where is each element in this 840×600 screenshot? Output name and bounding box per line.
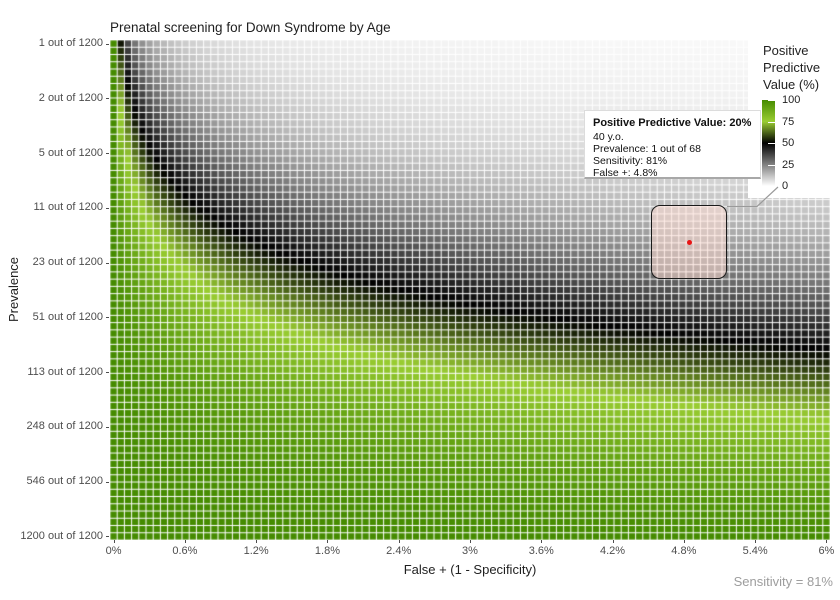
x-tick-mark [683,540,685,543]
x-tick-mark [826,540,828,543]
chart-title: Prenatal screening for Down Syndrome by … [110,20,391,35]
x-tick-mark [755,540,757,543]
x-axis-title: False + (1 - Specificity) [403,562,537,577]
legend-title: Positive Predictive Value (%) [763,42,820,93]
x-tick-label: 1.8% [314,545,340,557]
y-tick-label: 248 out of 1200 [26,420,103,433]
x-tick-label: 6% [818,545,835,557]
hover-tooltip: Positive Predictive Value: 20% 40 y.o. P… [584,110,761,179]
legend-bar-tick-mark [768,143,775,144]
sensitivity-caption: Sensitivity = 81% [733,574,833,589]
y-tick-label: 1 out of 1200 [38,37,103,50]
x-tick-mark [327,540,329,543]
y-tick-label: 51 out of 1200 [32,310,103,323]
x-tick-mark [398,540,400,543]
legend-title-line: Positive [763,43,809,58]
x-tick-label: 2.4% [386,545,412,557]
x-tick-mark [113,540,115,543]
y-tick-label: 546 out of 1200 [26,475,103,488]
x-tick-label: 3% [462,545,478,557]
y-tick-mark [106,372,109,374]
legend-title-line: Predictive [763,60,821,75]
y-tick-mark [106,536,109,538]
legend-bar-tick-mark [768,100,775,101]
x-tick-label: 4.8% [671,545,697,557]
y-tick-label: 11 out of 1200 [33,201,103,214]
x-tick-mark [184,540,186,543]
tooltip-title: Positive Predictive Value: 20% [593,117,752,129]
legend-tick-label: 25 [782,158,795,171]
y-tick-label: 23 out of 1200 [32,256,103,269]
x-tick-label: 5.4% [742,545,768,557]
x-tick-label: 3.6% [528,545,554,557]
x-tick-mark [470,540,471,543]
tooltip-age: 40 y.o. [593,131,624,143]
legend-tick-label: 0 [782,180,789,192]
x-tick-label: 1.2% [243,545,269,557]
tooltip-sensitivity: Sensitivity: 81% [593,155,668,167]
y-tick-label: 2 out of 1200 [38,91,103,104]
x-tick-mark [256,540,258,543]
y-tick-label: 113 out of 1200 [27,365,103,378]
highlight-point-dot [686,239,692,245]
y-tick-mark [106,426,109,428]
legend-tick-label: 50 [782,137,795,149]
y-tick-mark [106,43,109,45]
y-tick-label: 1200 out of 1200 [20,529,103,542]
x-tick-label: 4.2% [600,545,626,557]
legend-bar-tick-mark [768,164,775,166]
x-tick-mark [612,540,614,543]
legend-tick-label: 75 [782,115,795,128]
y-tick-mark [106,317,109,319]
tooltip-false-positive: False +: 4.8% [593,167,658,179]
y-tick-mark [106,207,109,209]
tooltip-prevalence: Prevalence: 1 out of 68 [593,143,701,155]
y-axis-title: Prevalence [6,256,21,322]
y-tick-mark [106,98,109,100]
y-tick-label: 5 out of 1200 [38,146,103,159]
legend-bar-tick-mark [768,121,775,123]
x-tick-label: 0.6% [172,545,198,557]
x-tick-label: 0% [105,545,122,557]
y-tick-mark [106,153,109,155]
legend-tick-label: 100 [782,94,801,106]
y-tick-mark [106,481,109,483]
legend-bar-tick-mark [768,186,775,187]
x-tick-mark [541,540,543,543]
y-tick-mark [106,262,109,264]
legend-title-line: Value (%) [763,77,820,92]
